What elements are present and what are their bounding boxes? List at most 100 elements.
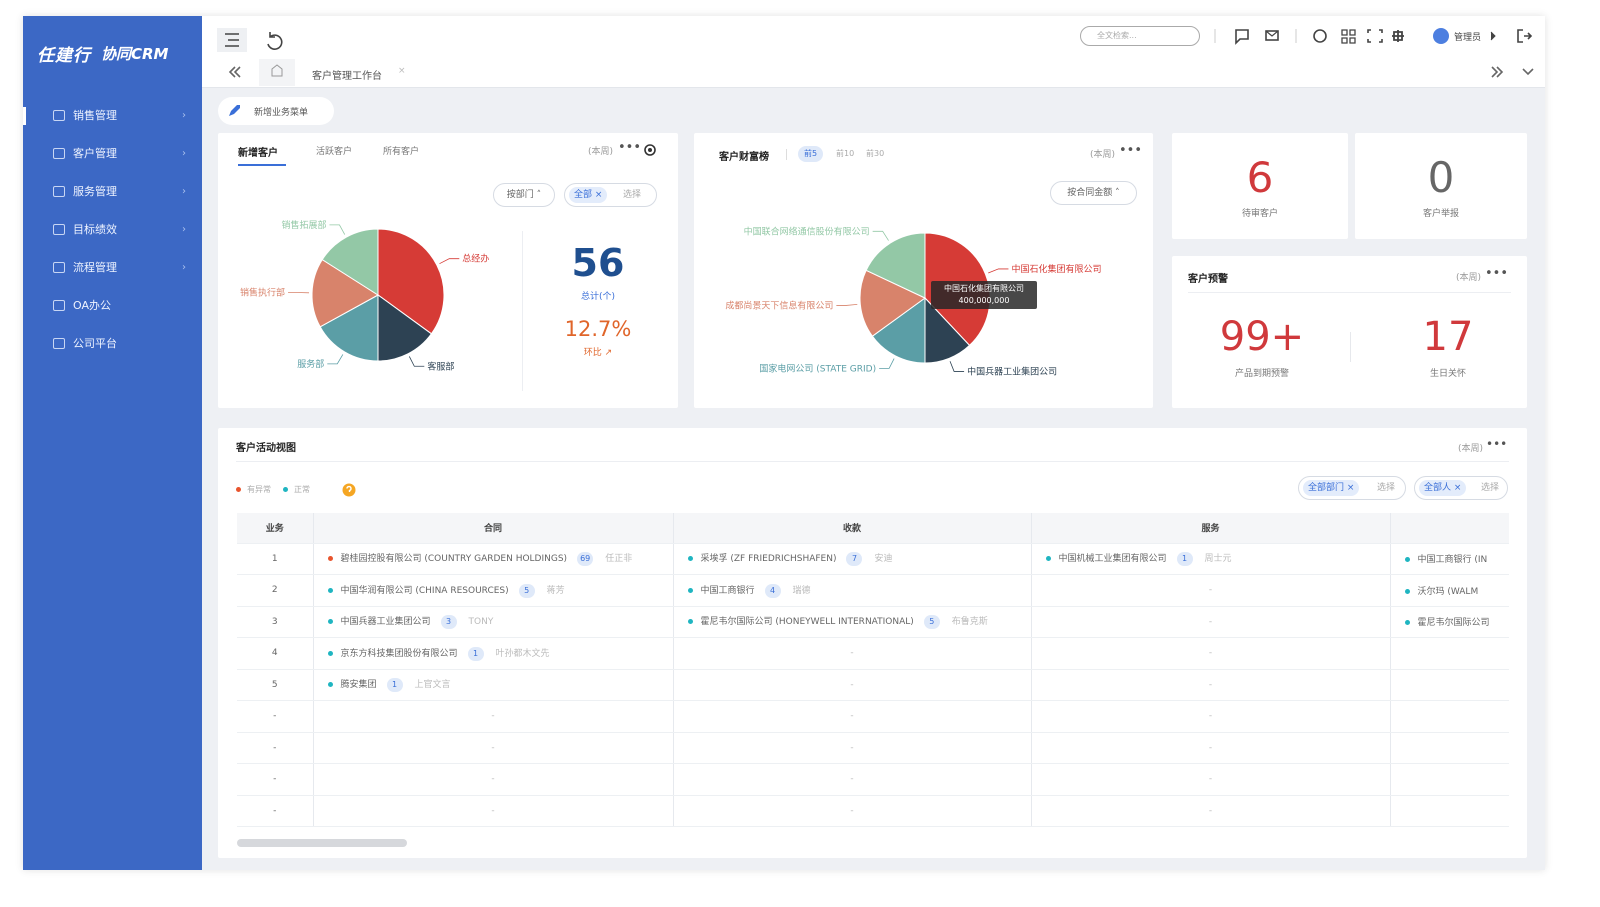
tab-prev[interactable] [228,66,241,78]
tab[interactable]: 所有客户 [383,147,420,157]
owner-name: 安迪 [874,554,893,565]
menu-item[interactable]: 服务管理 › [23,173,202,211]
tab-next[interactable] [1491,66,1504,78]
user-name[interactable]: 管理员 [1454,33,1482,43]
owner-name: 叶孙都木文先 [495,648,550,659]
menu-item[interactable]: 客户管理 › [23,135,202,173]
pie-slice [377,294,433,362]
pending-value: 6 [1246,153,1274,202]
activity-cell[interactable]: 中国兵器工业集团公司 3 TONY [313,606,674,638]
activity-table: 业务 合同 收款 服务 1 碧桂园控股有限公司 (COUNTRY GARDEN HOLDI… [237,513,1509,827]
dept-filter-label: 按部门 [506,190,534,200]
select[interactable]: 选择 [1377,483,1396,493]
ratio-label: 环比 ↗ [583,348,613,358]
activity-cell[interactable]: 霍尼韦尔国际公司 [1390,606,1509,638]
person-filter[interactable]: 全部人 × 选择 [1414,476,1508,500]
empty-cell: - [1390,637,1509,670]
warning-value[interactable]: 17 [1422,314,1474,360]
company-name: 霍尼韦尔国际公司 [1417,618,1490,629]
dept-filter[interactable]: 全部部门 × 选择 [1298,476,1406,500]
message-icon[interactable] [1235,29,1249,45]
avatar[interactable] [1433,28,1449,44]
menu-arrow: › [182,110,186,121]
select[interactable]: 选择 [623,190,642,200]
tab-close[interactable]: × [398,66,406,76]
activity-cell[interactable]: 霍尼韦尔国际公司 (HONEYWELL INTERNATIONAL) 5 布鲁克斯 [673,606,1032,638]
apps-icon[interactable] [1341,29,1356,44]
empty-cell: - [1390,669,1509,701]
warning-value[interactable]: 99+ [1219,314,1305,360]
activity-cell[interactable]: 中国机械工业集团有限公司 1 周士元 [1031,543,1391,575]
header-row: 业务 合同 收款 服务 [237,513,1509,544]
help-icon[interactable] [342,483,356,497]
tab[interactable]: 新增客户 [238,148,278,159]
menu-icon [53,300,65,311]
table-row: ----- [237,795,1509,827]
activity-cell[interactable]: 腾安集团 1 上官文言 [313,669,674,701]
fullscreen-icon[interactable] [1367,29,1383,43]
activity-cell[interactable]: 碧桂园控股有限公司 (COUNTRY GARDEN HOLDINGS) 69 任正非 [313,543,674,575]
mail-icon[interactable] [1265,30,1279,41]
scrollbar[interactable] [237,839,407,847]
home-tab[interactable] [259,59,295,86]
menu-item[interactable]: 销售管理 › [23,97,202,135]
owner-name: 蒋芳 [546,585,565,596]
count-badge: 7 [846,552,863,567]
menu-item[interactable]: 流程管理 › [23,249,202,287]
settings-icon[interactable] [643,143,657,157]
legend-dot [236,487,241,492]
activity-cell[interactable]: 中国工商银行 4 瑞德 [673,574,1032,607]
select[interactable]: 选择 [1481,483,1500,493]
menu-label: 客户管理 [73,147,117,160]
menu-label: OA办公 [73,299,111,312]
more[interactable]: ••• [618,140,642,155]
logout-icon[interactable] [1517,29,1533,43]
status-dot [1404,620,1410,626]
reports-card[interactable]: 0 客户举报 [1355,133,1527,239]
empty-cell: - [1031,795,1391,827]
period: (本周) [1090,150,1116,160]
tab-more[interactable] [1522,68,1534,76]
empty-cell: - [1390,795,1509,827]
menu-item[interactable]: 目标绩效 › [23,211,202,249]
hamburger-icon [225,33,239,47]
refresh-icon[interactable] [267,32,283,50]
dept-filter[interactable]: 按部门 ˄ [493,183,555,207]
pending-card[interactable]: 6 待审客户 [1172,133,1348,239]
amount-filter[interactable]: 按合同金额 ˄ [1050,181,1137,205]
row-number: - [237,795,314,827]
menu-item[interactable]: OA办公 [23,287,202,325]
active-tab[interactable]: 客户管理工作台 [312,71,382,82]
warning-label: 产品到期预警 [1234,369,1289,379]
selected-filter[interactable]: 全部 × 选择 [564,183,657,207]
menu-item[interactable]: 公司平台 [23,325,202,363]
active-marker [23,107,26,125]
period: (本周) [1458,444,1484,454]
reports-value: 0 [1427,153,1455,202]
activity-cell[interactable]: 京东方科技集团股份有限公司 1 叶孙都木文先 [313,637,674,670]
more[interactable]: ••• [1119,143,1143,158]
status-dot [1404,588,1410,594]
rank-tab[interactable]: 前30 [866,149,885,158]
empty-cell: - [313,700,674,733]
topbar-icons [217,28,1534,86]
more[interactable]: ••• [1486,437,1508,451]
more[interactable]: ••• [1485,266,1509,281]
activity-cell[interactable]: 采埃孚 (ZF FRIEDRICHSHAFEN) 7 安迪 [673,543,1032,575]
help-icon[interactable] [1313,29,1327,43]
tab[interactable]: 活跃客户 [316,147,353,157]
search-box[interactable]: 全文检索... [1080,26,1200,46]
activity-cell[interactable]: 中国华润有限公司 (CHINA RESOURCES) 5 蒋芳 [313,574,674,607]
owner-name: 上官文言 [414,680,451,691]
status-dot [327,619,333,625]
quick-menu[interactable]: 新增业务菜单 [218,97,334,125]
rank-tab[interactable]: 前10 [836,149,855,158]
rank-tab[interactable]: 前5 [798,146,824,162]
activity-cell[interactable]: 沃尔玛 (WALM [1390,574,1509,607]
settings-icon[interactable] [1392,30,1404,42]
divider [522,231,523,391]
company-name: 腾安集团 [340,680,377,691]
activity-cell[interactable]: 中国工商银行 (IN [1390,543,1509,575]
row-number: 3 [237,606,314,638]
